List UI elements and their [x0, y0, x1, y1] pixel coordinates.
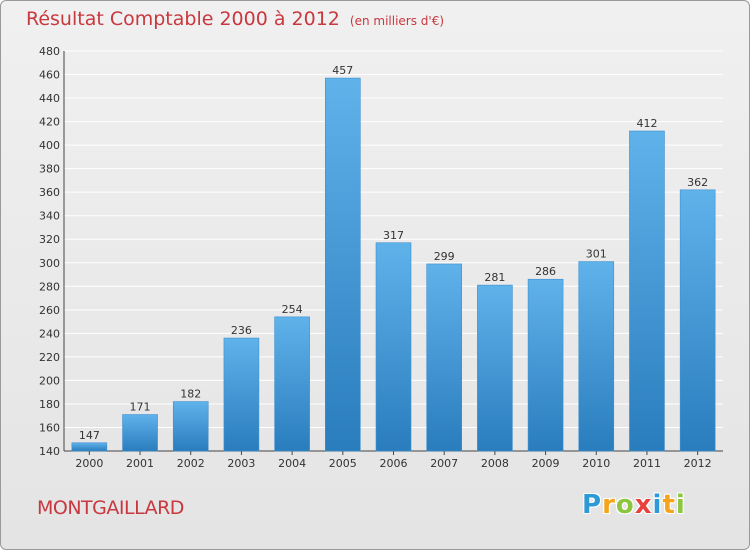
logo-letter: P	[582, 490, 603, 520]
logo-letter: t	[662, 490, 676, 520]
x-tick-label: 2008	[481, 457, 509, 470]
y-tick-label: 200	[39, 374, 60, 387]
logo-letter: o	[615, 490, 635, 520]
logo-letter: x	[634, 490, 653, 520]
x-tick-label: 2011	[633, 457, 661, 470]
bar-value-label: 236	[231, 324, 252, 337]
bar-2010	[578, 261, 615, 452]
y-tick-label: 460	[39, 69, 60, 82]
bar-2007	[426, 263, 462, 452]
y-tick-label: 280	[39, 280, 60, 293]
proxiti-logo: Proxiti	[582, 490, 686, 520]
logo-letter: i	[675, 490, 686, 520]
bar-value-label: 412	[636, 117, 657, 130]
bar-value-label: 299	[434, 250, 455, 263]
commune-name: MONTGAILLARD	[37, 497, 184, 519]
bar-2001	[122, 414, 158, 452]
x-tick-label: 2002	[177, 457, 205, 470]
y-tick-label: 340	[39, 210, 60, 223]
y-tick-label: 480	[39, 45, 60, 58]
logo-letter: i	[652, 490, 663, 520]
x-tick-label: 2009	[532, 457, 560, 470]
bar-2008	[477, 284, 513, 452]
x-tick-label: 2007	[430, 457, 458, 470]
y-tick-label: 380	[39, 163, 60, 176]
y-tick-label: 220	[39, 351, 60, 364]
y-tick-label: 300	[39, 257, 60, 270]
y-tick-label: 160	[39, 421, 60, 434]
bar-value-label: 317	[383, 229, 404, 242]
bar-value-label: 286	[535, 265, 556, 278]
bar-value-label: 457	[332, 64, 353, 77]
bar-value-label: 171	[130, 401, 151, 414]
title-unit: (en milliers d'€)	[349, 14, 445, 28]
x-tick-label: 2010	[582, 457, 610, 470]
bar-value-label: 281	[484, 271, 505, 284]
x-tick-label: 2012	[684, 457, 712, 470]
bar-2002	[172, 401, 209, 452]
bar-2011	[629, 130, 665, 452]
x-tick-label: 2004	[278, 457, 306, 470]
x-tick-label: 2005	[329, 457, 357, 470]
bar-2012	[679, 189, 716, 452]
bar-2005	[325, 77, 361, 452]
y-tick-label: 260	[39, 304, 60, 317]
chart-title: Résultat Comptable 2000 à 2012 (en millie…	[26, 8, 444, 30]
title-main: Résultat Comptable 2000 à 2012	[26, 8, 340, 30]
y-tick-label: 360	[39, 186, 60, 199]
bar-2004	[274, 316, 310, 452]
bar-2000	[71, 442, 108, 452]
bar-value-label: 182	[180, 388, 201, 401]
x-tick-label: 2006	[380, 457, 408, 470]
x-tick-label: 2003	[227, 457, 255, 470]
bar-2009	[527, 278, 564, 452]
bar-value-label: 254	[282, 303, 303, 316]
bar-2003	[223, 337, 260, 452]
y-tick-label: 400	[39, 139, 60, 152]
y-tick-label: 240	[39, 327, 60, 340]
bar-value-label: 362	[687, 176, 708, 189]
y-tick-label: 140	[39, 445, 60, 458]
x-tick-label: 2000	[75, 457, 103, 470]
x-tick-label: 2001	[126, 457, 154, 470]
y-tick-label: 320	[39, 233, 60, 246]
bar-value-label: 147	[79, 429, 100, 442]
y-tick-label: 440	[39, 92, 60, 105]
y-tick-label: 420	[39, 116, 60, 129]
y-tick-label: 180	[39, 398, 60, 411]
bar-2006	[375, 242, 412, 452]
bar-value-label: 301	[586, 248, 607, 261]
logo-letter: r	[602, 490, 616, 520]
